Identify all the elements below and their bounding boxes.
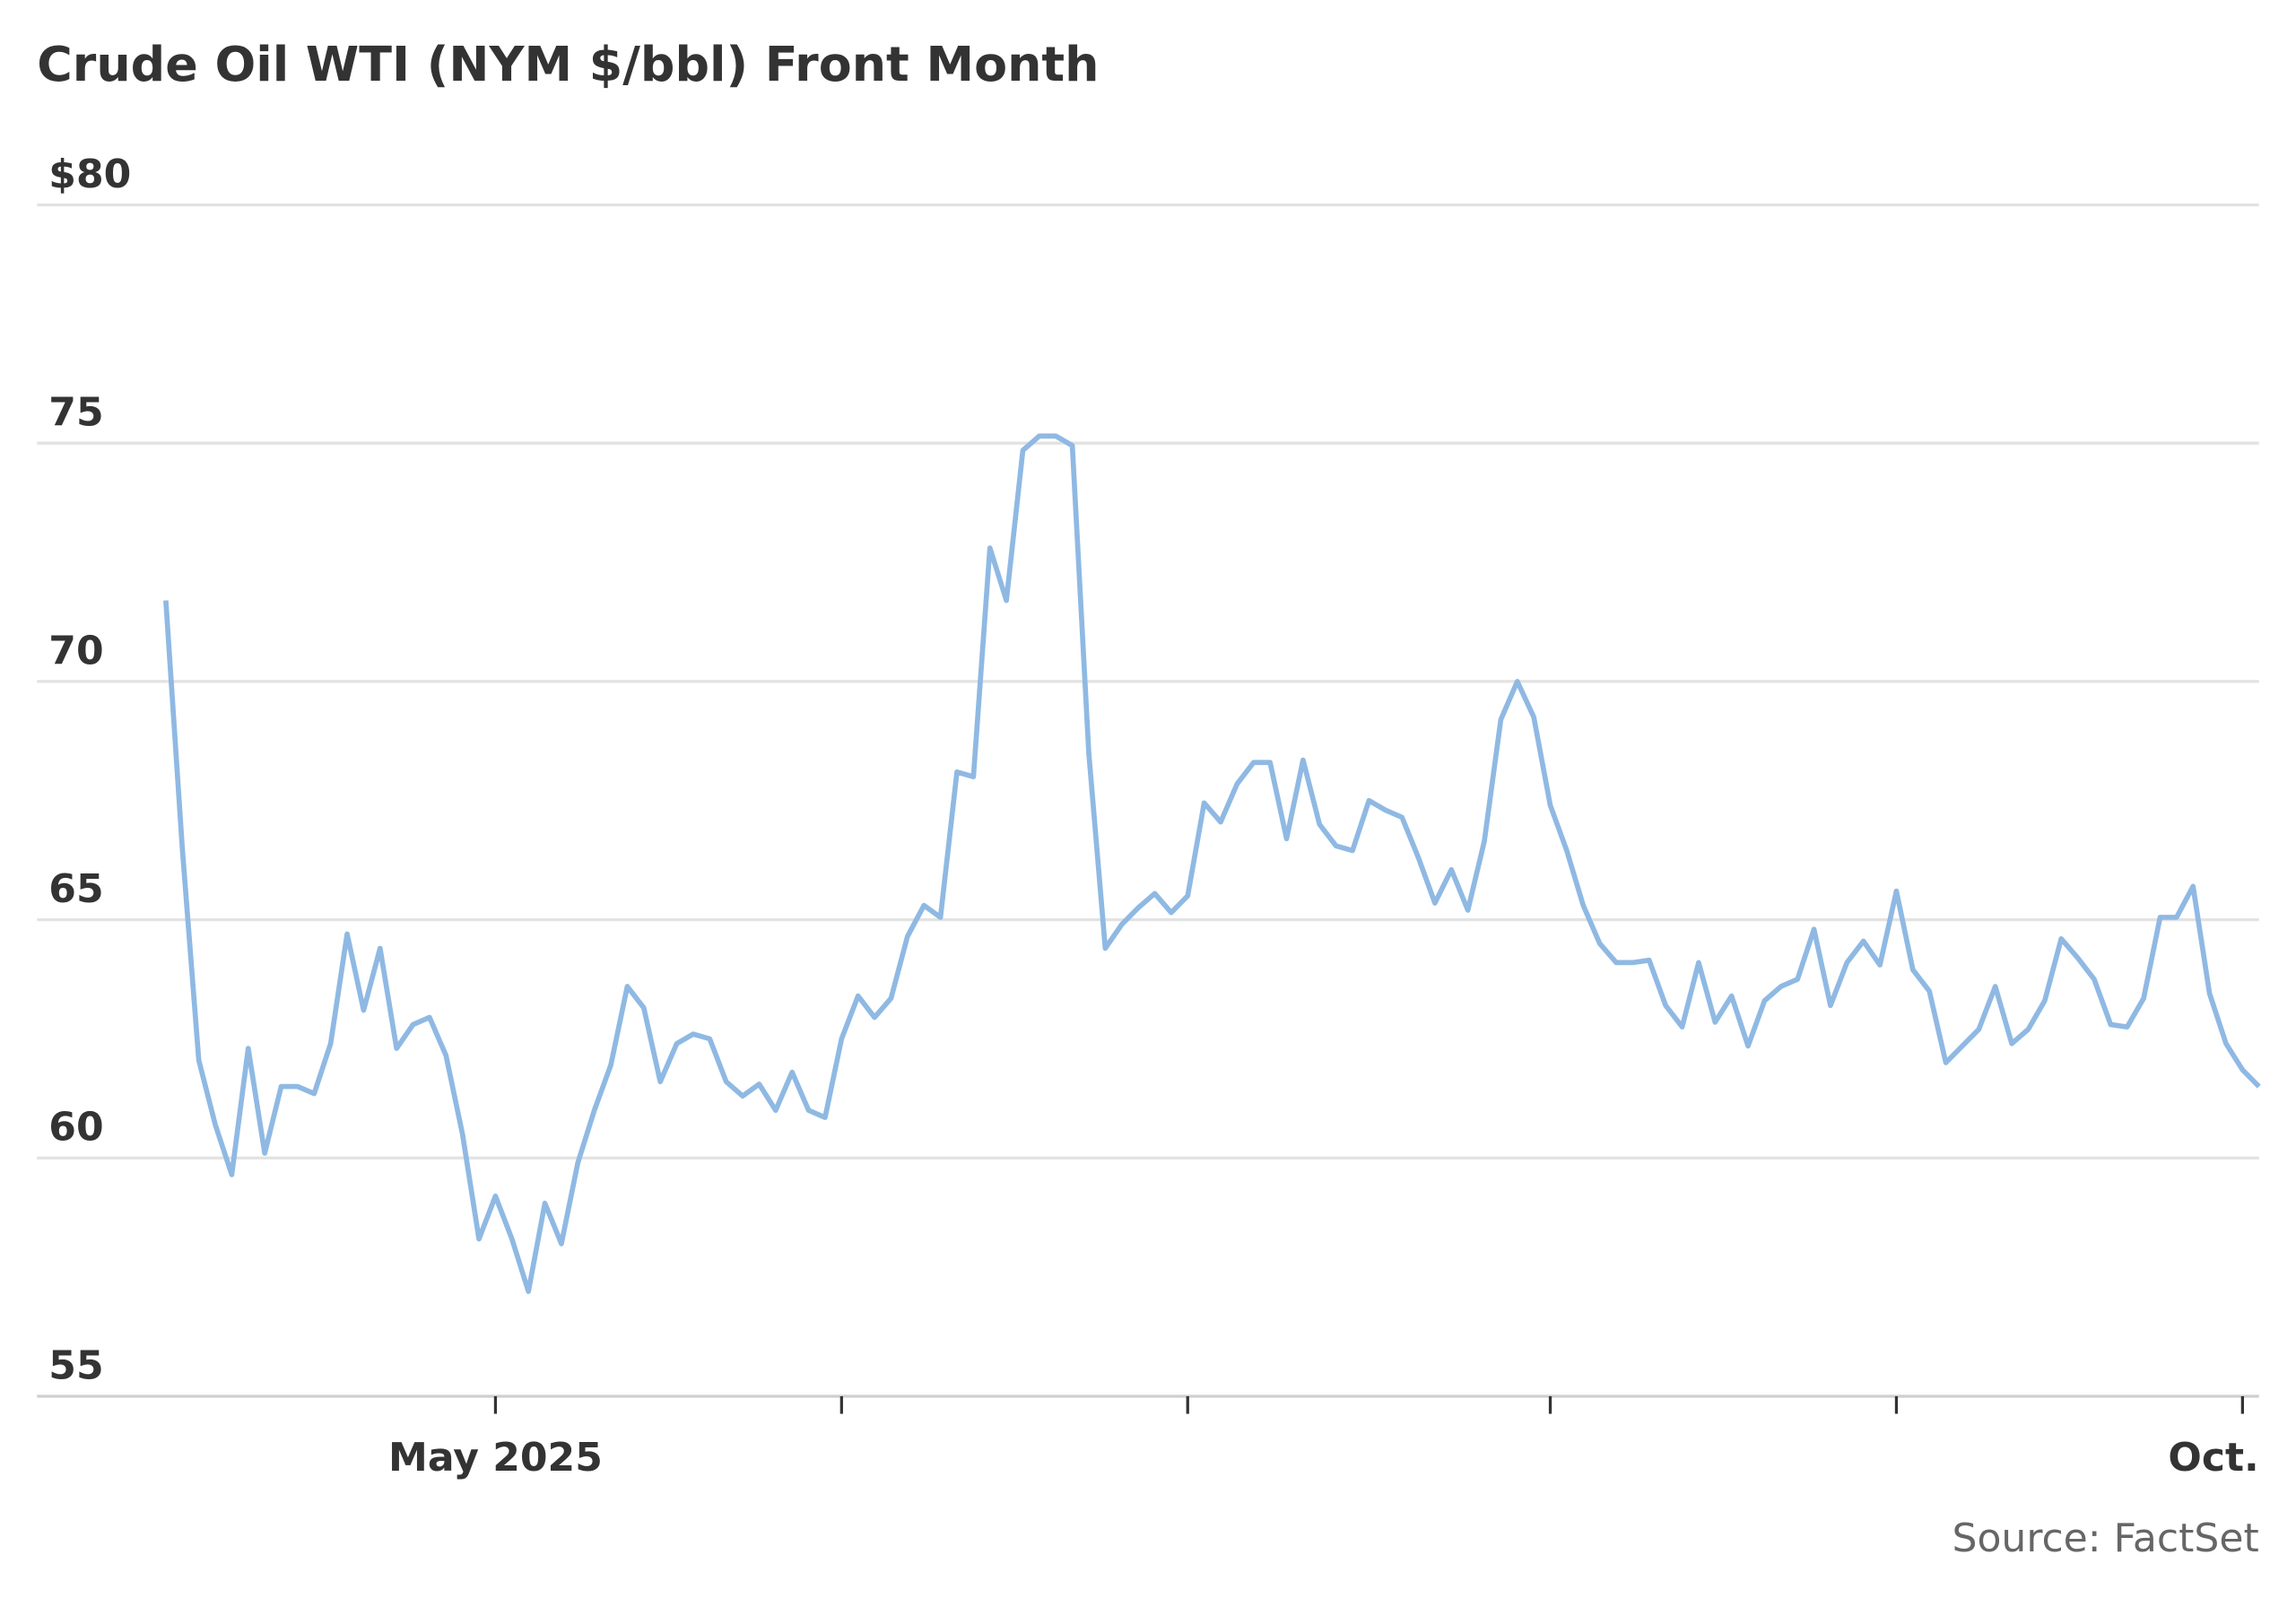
x-tick-label: May 2025 [388, 1435, 603, 1481]
source: Source: FactSet [1952, 1516, 2258, 1561]
y-tick-label: 75 [48, 390, 103, 436]
y-tick-label: 60 [48, 1105, 103, 1151]
y-tick-label: 70 [48, 628, 103, 673]
chart-title: Crude Oil WTI (NYM $/bbl) Front Month [37, 36, 1099, 92]
y-tick-label: 55 [48, 1342, 103, 1388]
x-tick-label: Oct. [2168, 1435, 2258, 1481]
y-tick-label: $80 [48, 152, 131, 197]
price-line [163, 433, 2261, 1294]
y-tick-label: 65 [48, 866, 103, 912]
